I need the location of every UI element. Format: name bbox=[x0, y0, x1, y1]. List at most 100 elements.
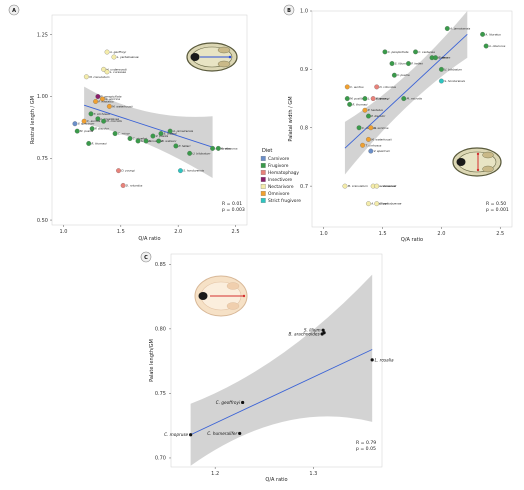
data-point bbox=[95, 94, 101, 99]
x-axis-label: Q/A ratio bbox=[265, 477, 287, 483]
point-label: G. soricina bbox=[105, 97, 120, 101]
panel-b-label: B bbox=[287, 8, 291, 14]
data-point bbox=[104, 69, 110, 75]
point-label: T. cirrhosus bbox=[365, 143, 381, 147]
panel-c-badge bbox=[140, 251, 152, 263]
regression-line bbox=[190, 349, 373, 436]
y-tick-label: 0.8 bbox=[300, 125, 308, 131]
data-point bbox=[143, 138, 149, 144]
data-point bbox=[106, 103, 112, 109]
data-point bbox=[88, 111, 94, 117]
point-label: R. thomasi bbox=[92, 141, 107, 145]
data-point bbox=[104, 49, 110, 55]
point-label: S. lilium bbox=[304, 328, 321, 333]
point-label: A. lituratus bbox=[484, 32, 501, 36]
legend-swatch bbox=[260, 184, 266, 189]
data-point bbox=[112, 131, 118, 137]
data-point bbox=[406, 61, 411, 66]
stats-annotation: p = 0.001 bbox=[486, 207, 509, 213]
legend-swatch bbox=[260, 191, 266, 196]
data-point bbox=[438, 66, 444, 72]
panel-b: B bbox=[283, 4, 513, 228]
x-tick-label: 1.0 bbox=[320, 231, 328, 237]
data-point bbox=[480, 31, 486, 37]
point-label: D. youngi bbox=[121, 169, 135, 173]
legend-swatch bbox=[260, 170, 266, 175]
point-label: D. rotundus bbox=[380, 85, 397, 89]
point-label: M. pusilla bbox=[350, 97, 364, 101]
skull-illustration bbox=[186, 42, 238, 72]
data-point bbox=[374, 183, 380, 189]
y-tick-label: 0.9 bbox=[300, 67, 308, 73]
data-point bbox=[95, 116, 101, 122]
data-point bbox=[320, 332, 324, 336]
x-tick-label: 1.3 bbox=[309, 471, 317, 477]
point-label: M. crenulatum bbox=[89, 75, 110, 79]
point-label: C. minor bbox=[118, 132, 131, 136]
point-label: P. discolor bbox=[95, 127, 110, 131]
point-label: M. microtis bbox=[407, 97, 423, 101]
legend-label: Omnivore bbox=[268, 191, 290, 197]
data-point bbox=[360, 142, 366, 148]
point-label: C. perspicillata bbox=[388, 50, 409, 54]
data-point bbox=[374, 201, 380, 207]
panel-b-plot-area bbox=[311, 10, 513, 228]
point-label: V. spectrum bbox=[78, 122, 95, 126]
point-label: C. auritus bbox=[87, 119, 101, 123]
point-label: G. soricina bbox=[374, 126, 389, 130]
data-point bbox=[370, 96, 376, 101]
stats-annotation: R = 0.01 bbox=[222, 201, 242, 207]
point-label: V. pusilla bbox=[397, 73, 410, 77]
data-point bbox=[391, 72, 397, 78]
stats-annotation: p = 0.05 bbox=[356, 446, 376, 452]
data-point bbox=[238, 431, 242, 436]
confidence-band bbox=[190, 274, 373, 466]
point-label: S. lilium bbox=[395, 62, 406, 66]
data-point bbox=[187, 150, 193, 156]
legend-swatch bbox=[260, 163, 266, 168]
data-point bbox=[215, 145, 221, 151]
x-tick-label: 2.0 bbox=[174, 229, 182, 235]
legend-label: Strict frugivore bbox=[268, 198, 301, 204]
data-point bbox=[100, 96, 105, 102]
point-label: B. arachnoides bbox=[288, 331, 320, 336]
data-point bbox=[389, 61, 395, 66]
x-tick-label: 1.5 bbox=[379, 231, 387, 237]
x-tick-label: 2.0 bbox=[437, 231, 445, 237]
x-tick-label: 1.0 bbox=[59, 229, 67, 235]
y-tick-label: 1.00 bbox=[37, 94, 48, 100]
legend-swatch bbox=[260, 156, 266, 161]
point-label: C. geoffroyi bbox=[216, 400, 241, 405]
point-label: L. rosalia bbox=[375, 357, 394, 362]
panel-a-label: A bbox=[12, 8, 16, 14]
x-axis-label: Q/A ratio bbox=[401, 237, 423, 243]
skull-illustration bbox=[194, 275, 248, 317]
data-point bbox=[210, 145, 216, 151]
point-label: S. hondurensis bbox=[183, 169, 204, 173]
x-tick-label: 1.5 bbox=[117, 229, 125, 235]
point-label: U. bilobatum bbox=[444, 67, 462, 71]
point-label: C. auritus bbox=[350, 85, 364, 89]
y-axis-label: Palatal width / GM bbox=[288, 96, 294, 141]
data-point bbox=[413, 49, 418, 55]
x-tick-label: 2.5 bbox=[232, 229, 240, 235]
point-label: H. underwoodi bbox=[376, 184, 397, 188]
point-label: D. rotundus bbox=[126, 183, 143, 187]
stats-annotation: p = 0.003 bbox=[222, 207, 245, 213]
data-point bbox=[342, 183, 348, 189]
point-label: V. spectrum bbox=[374, 149, 391, 153]
point-label: C. nicefori bbox=[133, 137, 147, 141]
data-point bbox=[158, 131, 164, 137]
point-label: A. geoffroyi bbox=[109, 50, 126, 54]
data-point bbox=[370, 358, 374, 362]
legend-label: Carnivore bbox=[268, 156, 289, 162]
point-label: C. perspicillata bbox=[101, 95, 122, 99]
data-point bbox=[173, 143, 179, 149]
data-point bbox=[86, 141, 92, 146]
data-point bbox=[368, 125, 374, 131]
y-tick-label: 0.50 bbox=[37, 218, 48, 224]
data-point bbox=[241, 400, 245, 405]
point-label: L. curasoae bbox=[110, 70, 126, 74]
data-point bbox=[368, 148, 374, 154]
